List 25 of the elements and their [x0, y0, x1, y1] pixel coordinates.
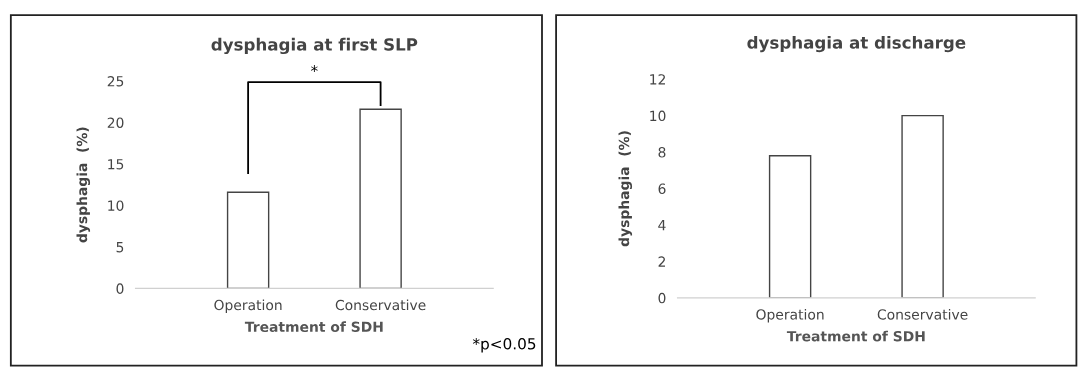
y-tick-label: 0	[658, 292, 666, 304]
y-tick-label: 25	[107, 76, 124, 87]
y-axis-title: dysphagia (%)	[76, 127, 91, 243]
text: *p<0.05	[472, 337, 536, 353]
text: *	[311, 65, 318, 73]
y-tick-label: 15	[108, 159, 124, 170]
y-tick-label: 0	[116, 283, 124, 294]
y-tick-label: 8	[658, 147, 666, 158]
y-tick-label: 6	[658, 183, 666, 194]
y-tick-label: 20	[107, 117, 124, 128]
x-tick-label: Conservative	[335, 299, 426, 311]
x-tick-label: Conservative	[877, 308, 968, 320]
chart-title: dysphagia at discharge	[747, 35, 966, 53]
y-axis-title: dysphagia (%)	[618, 131, 633, 247]
x-tick-label: Operation	[214, 299, 282, 313]
x-tick-label: Operation	[756, 308, 824, 323]
chart-title: dysphagia at first SLP	[211, 37, 418, 55]
y-tick-label: 12	[650, 74, 665, 85]
y-tick-label: 4	[658, 220, 666, 231]
y-tick-label: 5	[116, 242, 124, 253]
y-tick-label: 2	[658, 256, 665, 267]
y-tick-label: 10	[650, 110, 666, 122]
y-tick-label: 10	[108, 200, 124, 211]
x-axis-title: Treatment of SDH	[244, 321, 383, 333]
x-axis-title: Treatment of SDH	[786, 330, 925, 342]
